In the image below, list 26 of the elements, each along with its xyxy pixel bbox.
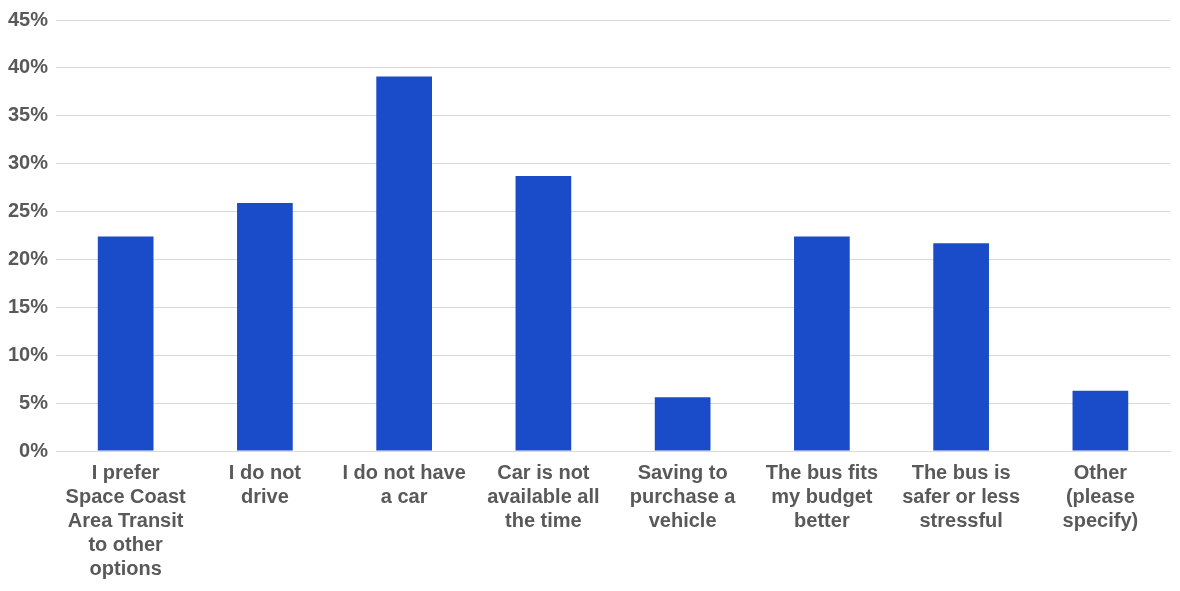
y-tick-label: 0% <box>19 438 49 461</box>
bar <box>1072 390 1129 451</box>
y-tick-label: 10% <box>8 342 49 365</box>
bar <box>933 243 989 451</box>
bar <box>515 176 572 451</box>
bar <box>376 76 432 451</box>
bar <box>654 397 711 451</box>
x-tick-label: The bus is safer or less stressful <box>902 460 1021 531</box>
y-tick-label: 25% <box>8 199 49 222</box>
y-tick-label: 15% <box>8 294 49 317</box>
x-tick-label: I prefer Space Coast Area Transit to other options <box>65 460 187 579</box>
y-tick-label: 20% <box>8 246 49 269</box>
y-tick-label: 45% <box>8 7 49 30</box>
bar <box>794 236 850 451</box>
x-tick-label: Other (please specify) <box>1062 460 1139 531</box>
bar <box>97 236 154 451</box>
y-tick-label: 35% <box>8 103 49 126</box>
x-tick-label: Car is not available all the time <box>487 460 600 531</box>
y-tick-label: 30% <box>8 151 49 174</box>
y-tick-label: 40% <box>8 55 49 78</box>
x-tick-label: I do not have a car <box>342 460 466 507</box>
bar <box>237 202 293 451</box>
x-tick-label: Saving to purchase a vehicle <box>629 460 737 531</box>
x-tick-label: The bus fits my budget better <box>765 460 878 531</box>
x-tick-label: I do not drive <box>228 460 302 507</box>
y-tick-label: 5% <box>19 390 49 413</box>
